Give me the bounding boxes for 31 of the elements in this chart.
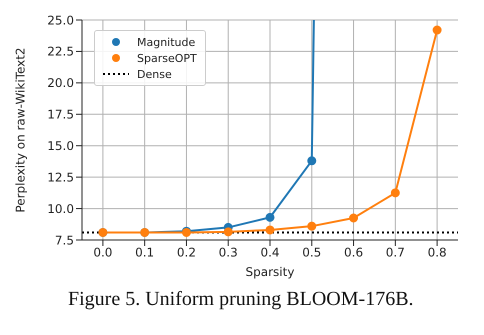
x-tick-label: 0.7 <box>386 246 405 260</box>
x-tick-label: 0.0 <box>93 246 112 260</box>
y-tick-label: 10.0 <box>47 202 74 216</box>
legend-label: SparseOPT <box>137 52 197 64</box>
y-tick-label: 20.0 <box>47 76 74 90</box>
point <box>349 214 358 222</box>
x-axis-title: Sparsity <box>246 265 294 279</box>
x-tick-label: 0.4 <box>260 246 280 260</box>
y-axis-title: Perplexity on raw-WikiText2 <box>13 47 28 213</box>
y-tick-label: 17.5 <box>47 108 74 122</box>
y-tick-label: 22.5 <box>47 44 74 59</box>
point <box>390 188 400 198</box>
point <box>266 225 274 234</box>
legend-label: Dense <box>137 68 172 80</box>
caption: Figure 5. Uniform pruning BLOOM-176B. <box>67 288 415 311</box>
x-tick-label: 0.8 <box>428 246 447 260</box>
y-tick-label: 12.5 <box>47 170 74 184</box>
y-tick-label: 15.0 <box>47 138 74 153</box>
x-tick-label: 0.5 <box>302 246 322 260</box>
x-tick-label: 0.1 <box>135 246 154 260</box>
y-tick-label: 7.5 <box>54 233 74 248</box>
legend-label: Magnitude <box>137 36 196 48</box>
y-tick-label: 25.0 <box>47 13 74 28</box>
x-tick-label: 0.2 <box>176 246 196 260</box>
point <box>307 156 316 166</box>
point <box>266 212 274 222</box>
x-tick-label: 0.6 <box>344 246 364 260</box>
point <box>307 222 316 231</box>
point <box>224 227 233 236</box>
x-tick-label: 0.3 <box>218 246 238 260</box>
point <box>432 26 442 35</box>
